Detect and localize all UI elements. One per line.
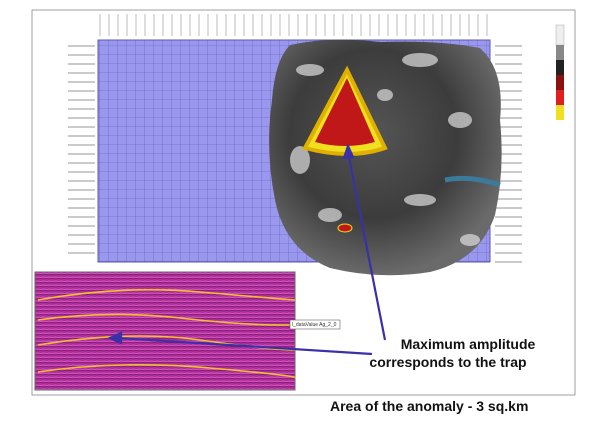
colorbar bbox=[555, 24, 565, 120]
amplitude-noise bbox=[290, 53, 480, 246]
top-labels bbox=[99, 14, 488, 36]
tick-labels bbox=[68, 45, 522, 263]
arrows bbox=[107, 142, 387, 356]
blue-anomaly bbox=[444, 175, 501, 188]
anomaly-core bbox=[315, 78, 375, 146]
map-label: l_dataValue Ag_2_0 bbox=[292, 322, 337, 328]
caption: Area of the anomaly - 3 sq.km bbox=[330, 398, 528, 414]
seismic-section bbox=[34, 271, 296, 391]
annotation-line2: corresponds to the trap bbox=[369, 354, 526, 370]
frame bbox=[31, 9, 576, 396]
label-box bbox=[289, 319, 341, 330]
annotation-line1: Maximum amplitude bbox=[401, 336, 536, 352]
small-anomaly bbox=[337, 223, 353, 233]
